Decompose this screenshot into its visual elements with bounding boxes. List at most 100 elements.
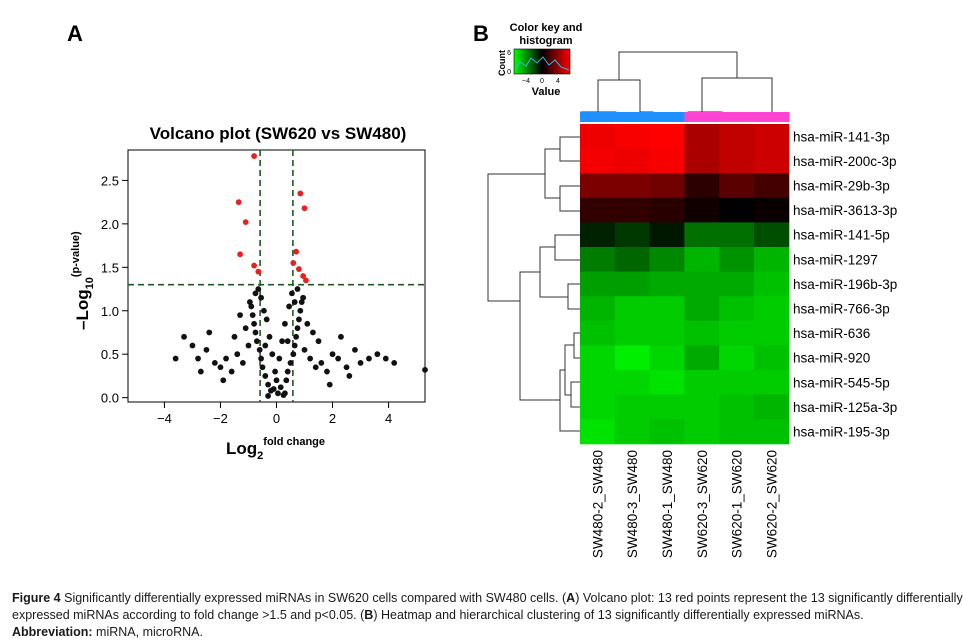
volcano-threshold-lines (128, 150, 425, 402)
heatmap-cells (580, 124, 790, 445)
color-key-title-line2: histogram (519, 35, 572, 47)
heatmap-cell (754, 320, 790, 346)
heatmap-cell (719, 124, 755, 150)
nonsignificant-point (290, 351, 297, 358)
nonsignificant-point (326, 381, 333, 388)
nonsignificant-point (203, 346, 210, 353)
panel-label-b: B (473, 21, 489, 46)
heatmap-cell (754, 148, 790, 174)
nonsignificant-point (318, 359, 325, 366)
significant-point (251, 153, 257, 159)
x-tick-label: 4 (385, 411, 392, 426)
nonsignificant-point (189, 342, 196, 349)
nonsignificant-point (255, 286, 262, 292)
heatmap-row-label: hsa-miR-545-5p (793, 375, 890, 390)
heatmap-cell (684, 148, 720, 174)
nonsignificant-point (172, 355, 179, 362)
heatmap-column-label: SW620-2_SW620 (764, 450, 779, 558)
heatmap-cell (719, 197, 755, 223)
nonsignificant-point (357, 359, 364, 366)
heatmap-cell (684, 345, 720, 371)
heatmap-cell (614, 222, 651, 248)
nonsignificant-point (181, 333, 187, 340)
nonsignificant-point (291, 342, 298, 349)
caption-line-1-text: Significantly differentially expressed m… (64, 591, 567, 605)
nonsignificant-point (282, 390, 288, 397)
heatmap-cell (719, 247, 755, 273)
heatmap-row-labels: hsa-miR-141-3p hsa-miR-200c-3p hsa-miR-29b… (793, 129, 897, 439)
heatmap-cell (580, 370, 616, 396)
nonsignificant-point (284, 338, 291, 345)
nonsignificant-point (245, 342, 252, 349)
nonsignificant-point (252, 329, 259, 336)
column-group-bar (580, 112, 790, 122)
nonsignificant-point (283, 377, 290, 384)
y-tick-label: 1.0 (101, 304, 119, 319)
heatmap-cell (580, 320, 616, 346)
nonsignificant-point (253, 338, 260, 345)
significant-point (297, 190, 304, 197)
caption-line-2-rest: ) Heatmap and hierarchical clustering of… (373, 608, 864, 622)
row-dendrogram (487, 136, 580, 432)
nonsignificant-point (307, 355, 314, 362)
color-key-xtick-pos: 4 (556, 78, 560, 85)
significant-point (237, 251, 243, 258)
x-tick-label: −4 (157, 411, 172, 426)
heatmap-cell (684, 394, 720, 420)
heatmap-cell (580, 197, 616, 223)
significant-point (242, 219, 249, 226)
nonsignificant-point (279, 338, 286, 345)
nonsignificant-point (300, 294, 307, 301)
heatmap-cell (684, 271, 720, 297)
heatmap-cell (684, 197, 720, 223)
heatmap-cell (719, 320, 755, 346)
heatmap-cell (614, 247, 651, 273)
heatmap-cell (719, 419, 755, 445)
heatmap-cell (580, 124, 616, 150)
heatmap-cell (684, 222, 720, 248)
heatmap-panel: Color key and histogram Count 6 0 −4 0 4… (487, 22, 897, 558)
nonsignificant-point (197, 368, 204, 375)
heatmap-row-label: hsa-miR-141-3p (793, 129, 890, 144)
nonsignificant-point (324, 368, 330, 375)
volcano-title: Volcano plot (SW620 vs SW480) (150, 124, 407, 143)
heatmap-cell (684, 320, 720, 346)
heatmap-cell (719, 394, 755, 420)
nonsignificant-point (289, 290, 295, 297)
heatmap-cell (614, 345, 651, 371)
heatmap-cell (649, 124, 685, 150)
nonsignificant-point (286, 303, 293, 310)
heatmap-row-label: hsa-miR-196b-3p (793, 277, 897, 292)
heatmap-cell (580, 296, 616, 322)
volcano-x-label: Log2fold change (226, 436, 325, 462)
heatmap-cell (614, 394, 651, 420)
heatmap-cell (719, 345, 755, 371)
color-key-xtick-neg: −4 (522, 78, 530, 85)
caption-line-2: expressed miRNAs according to fold chang… (12, 607, 957, 624)
nonsignificant-point (269, 351, 276, 358)
color-key-ytick-bottom: 0 (507, 69, 511, 76)
heatmap-cell (614, 370, 651, 396)
nonsignificant-point (223, 355, 229, 362)
heatmap-cell (754, 419, 790, 445)
nonsignificant-point (277, 384, 284, 391)
heatmap-cell (754, 124, 790, 150)
nonsignificant-point (266, 333, 273, 340)
column-group-swatch (649, 112, 685, 122)
heatmap-cell (580, 222, 616, 248)
heatmap-cell (649, 271, 685, 297)
caption-ref-a: A (566, 591, 576, 605)
color-key-histogram (514, 56, 570, 71)
heatmap-cell (719, 222, 755, 248)
caption-line-1: Figure 4 Significantly differentially ex… (12, 590, 963, 607)
nonsignificant-point (304, 320, 311, 327)
nonsignificant-point (382, 355, 389, 362)
nonsignificant-point (211, 359, 218, 366)
heatmap-cell (649, 345, 685, 371)
heatmap-cell (580, 394, 616, 420)
svg-text:–Log10(p-value): –Log10(p-value) (70, 231, 96, 330)
heatmap-row-label: hsa-miR-3613-3p (793, 203, 897, 218)
nonsignificant-point (220, 377, 227, 384)
nonsignificant-point (228, 368, 235, 375)
heatmap-column-labels: SW480-2_SW480 SW480-3_SW480 SW480-1_SW480 S… (590, 450, 779, 558)
